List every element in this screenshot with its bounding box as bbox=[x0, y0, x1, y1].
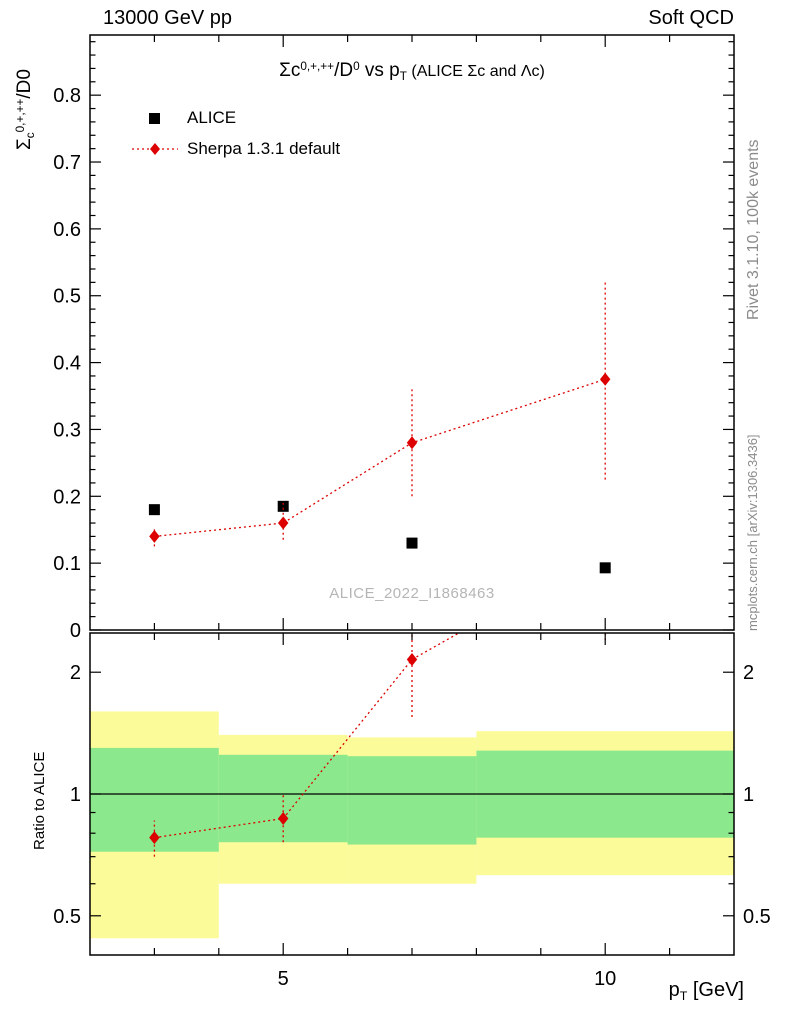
legend: ALICE Sherpa 1.3.1 default bbox=[132, 102, 340, 164]
title-text: Σc bbox=[279, 60, 301, 81]
svg-text:1: 1 bbox=[70, 784, 81, 806]
title-text: /D bbox=[334, 60, 354, 81]
process-group-label: Soft QCD bbox=[648, 7, 734, 29]
y-axis-label-ratio: Ratio to ALICE bbox=[31, 751, 48, 850]
svg-text:0: 0 bbox=[70, 620, 81, 642]
svg-text:5: 5 bbox=[278, 968, 289, 990]
y-axis-label-subscript: c bbox=[24, 132, 38, 139]
plot-title: Σc0,+,++/D0 vs pT (ALICE Σc and Λc) bbox=[90, 59, 734, 84]
x-axis-label-text: p bbox=[668, 979, 680, 1001]
svg-text:2: 2 bbox=[743, 662, 754, 684]
y-axis-label-superscript: 0,+,++ bbox=[13, 98, 27, 133]
y-axis-label-main: Σc0,+,++/D0 bbox=[13, 69, 38, 150]
legend-item-alice: ALICE bbox=[132, 102, 340, 133]
svg-text:2: 2 bbox=[70, 662, 81, 684]
svg-text:0.3: 0.3 bbox=[53, 419, 81, 441]
x-axis-label: pT [GeV] bbox=[668, 979, 744, 1004]
svg-text:0.5: 0.5 bbox=[53, 286, 81, 308]
svg-text:0.8: 0.8 bbox=[53, 85, 81, 107]
svg-text:0.5: 0.5 bbox=[53, 906, 81, 928]
svg-text:0.4: 0.4 bbox=[53, 353, 81, 375]
svg-text:0.1: 0.1 bbox=[53, 553, 81, 575]
title-annotation: (ALICE Σc and Λc) bbox=[406, 63, 545, 80]
legend-item-sherpa: Sherpa 1.3.1 default bbox=[132, 133, 340, 164]
sherpa-diamond-marker-icon bbox=[132, 141, 178, 157]
svg-text:0.6: 0.6 bbox=[53, 219, 81, 241]
title-subscript: T bbox=[399, 70, 407, 84]
legend-item-label: ALICE bbox=[187, 107, 237, 127]
y-axis-label-text: /D0 bbox=[14, 69, 35, 99]
title-text: vs p bbox=[359, 60, 400, 81]
svg-text:0.7: 0.7 bbox=[53, 152, 81, 174]
alice-square-marker-icon bbox=[132, 111, 178, 125]
y-axis-label-text: Σ bbox=[14, 138, 35, 150]
analysis-id-watermark: ALICE_2022_I1868463 bbox=[329, 585, 495, 602]
x-axis-label-subscript: T bbox=[679, 989, 688, 1004]
svg-text:1: 1 bbox=[743, 784, 754, 806]
svg-text:0.5: 0.5 bbox=[743, 906, 771, 928]
svg-text:10: 10 bbox=[594, 968, 616, 990]
rivet-version-label: Rivet 3.1.10, 100k events bbox=[745, 139, 762, 320]
svg-text:0.2: 0.2 bbox=[53, 486, 81, 508]
title-superscript: 0,+,++ bbox=[300, 59, 335, 73]
beam-energy-label: 13000 GeV pp bbox=[103, 7, 232, 29]
x-axis-label-text: [GeV] bbox=[687, 979, 744, 1001]
legend-item-label: Sherpa 1.3.1 default bbox=[187, 138, 341, 158]
mcplots-credit-label: mcplots.cern.ch [arXiv:1306.3436] bbox=[745, 434, 760, 631]
title-superscript: 0 bbox=[353, 59, 360, 73]
